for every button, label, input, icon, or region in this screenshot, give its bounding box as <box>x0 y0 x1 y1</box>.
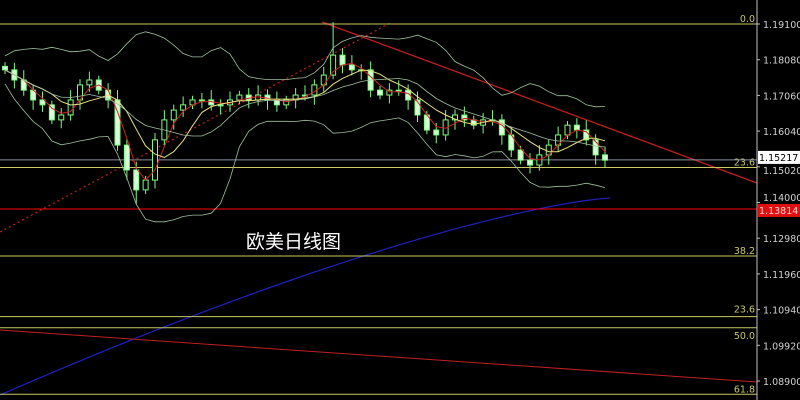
price-tick-label-1.17060: 1.17060 <box>763 91 800 102</box>
fib-label-50.0: 50.0 <box>734 331 755 342</box>
candle-body <box>217 104 224 107</box>
candle-body <box>48 104 55 121</box>
candle-body <box>517 149 524 161</box>
current-price-label: 1.15217 <box>759 153 798 164</box>
falling-trend-line <box>321 21 758 184</box>
fib-label-23.6: 23.6 <box>734 158 755 169</box>
candle-body <box>452 114 458 121</box>
price-tick-label-1.08900: 1.08900 <box>763 377 800 388</box>
current-price-label-bg <box>758 150 800 164</box>
slow-moving-average-line <box>4 69 606 159</box>
price-tick-label-1.12980: 1.12980 <box>763 234 800 245</box>
candle-body <box>330 54 337 76</box>
candle-body <box>198 99 205 102</box>
price-tick-label-1.10940: 1.10940 <box>763 306 800 317</box>
candle-body <box>245 94 252 101</box>
price-tick-label-1.11960: 1.11960 <box>763 270 800 281</box>
fib-label-23.6: 23.6 <box>734 305 755 316</box>
price-tick-label-1.18080: 1.18080 <box>763 56 800 67</box>
candle-body <box>527 159 533 166</box>
candle-body <box>377 89 383 96</box>
alert-price-label: 1.13814 <box>759 206 798 217</box>
bollinger-upper-band <box>4 31 606 108</box>
candle-body <box>602 154 608 161</box>
candle-body <box>573 124 580 131</box>
candle-body <box>208 99 215 106</box>
alert-price-label-bg <box>758 204 800 218</box>
candle-body <box>180 104 187 111</box>
candle-body <box>461 114 468 121</box>
candle-body <box>414 99 421 116</box>
price-tick-label-1.15020: 1.15020 <box>763 166 800 177</box>
candle-body <box>395 89 402 92</box>
candle-body <box>39 99 46 106</box>
long-moving-average-line <box>0 197 611 396</box>
bollinger-middle-band <box>4 69 606 148</box>
candle-body <box>58 114 65 121</box>
candle-body <box>152 139 158 181</box>
price-tick-label-1.14000: 1.14000 <box>763 193 800 204</box>
long-trend-line <box>0 329 758 383</box>
candle-body <box>348 64 355 71</box>
candle-body <box>142 179 149 191</box>
candle-body <box>592 139 599 156</box>
fast-moving-average-line <box>4 62 606 181</box>
chart-title: 欧美日线图 <box>246 231 342 253</box>
fib-label-61.8: 61.8 <box>734 384 755 395</box>
bollinger-lower-band <box>4 83 606 223</box>
candle-body <box>564 124 571 136</box>
fib-label-0.0: 0.0 <box>740 14 755 25</box>
candle-body <box>2 65 8 71</box>
price-tick-label-1.16040: 1.16040 <box>763 127 800 138</box>
price-tick-label-1.09920: 1.09920 <box>763 341 800 352</box>
candle-body <box>433 129 440 136</box>
candle-body <box>283 99 290 106</box>
price-tick-label-1.19100: 1.19100 <box>763 20 800 31</box>
candle-body <box>386 89 393 96</box>
candle-body <box>67 99 74 116</box>
candle-body <box>86 79 93 86</box>
candle-body <box>123 144 130 171</box>
candle-body <box>133 169 140 191</box>
candle-body <box>170 109 177 121</box>
fib-label-38.2: 38.2 <box>734 246 755 257</box>
rising-trend-line <box>0 21 393 233</box>
candle-body <box>339 54 346 66</box>
